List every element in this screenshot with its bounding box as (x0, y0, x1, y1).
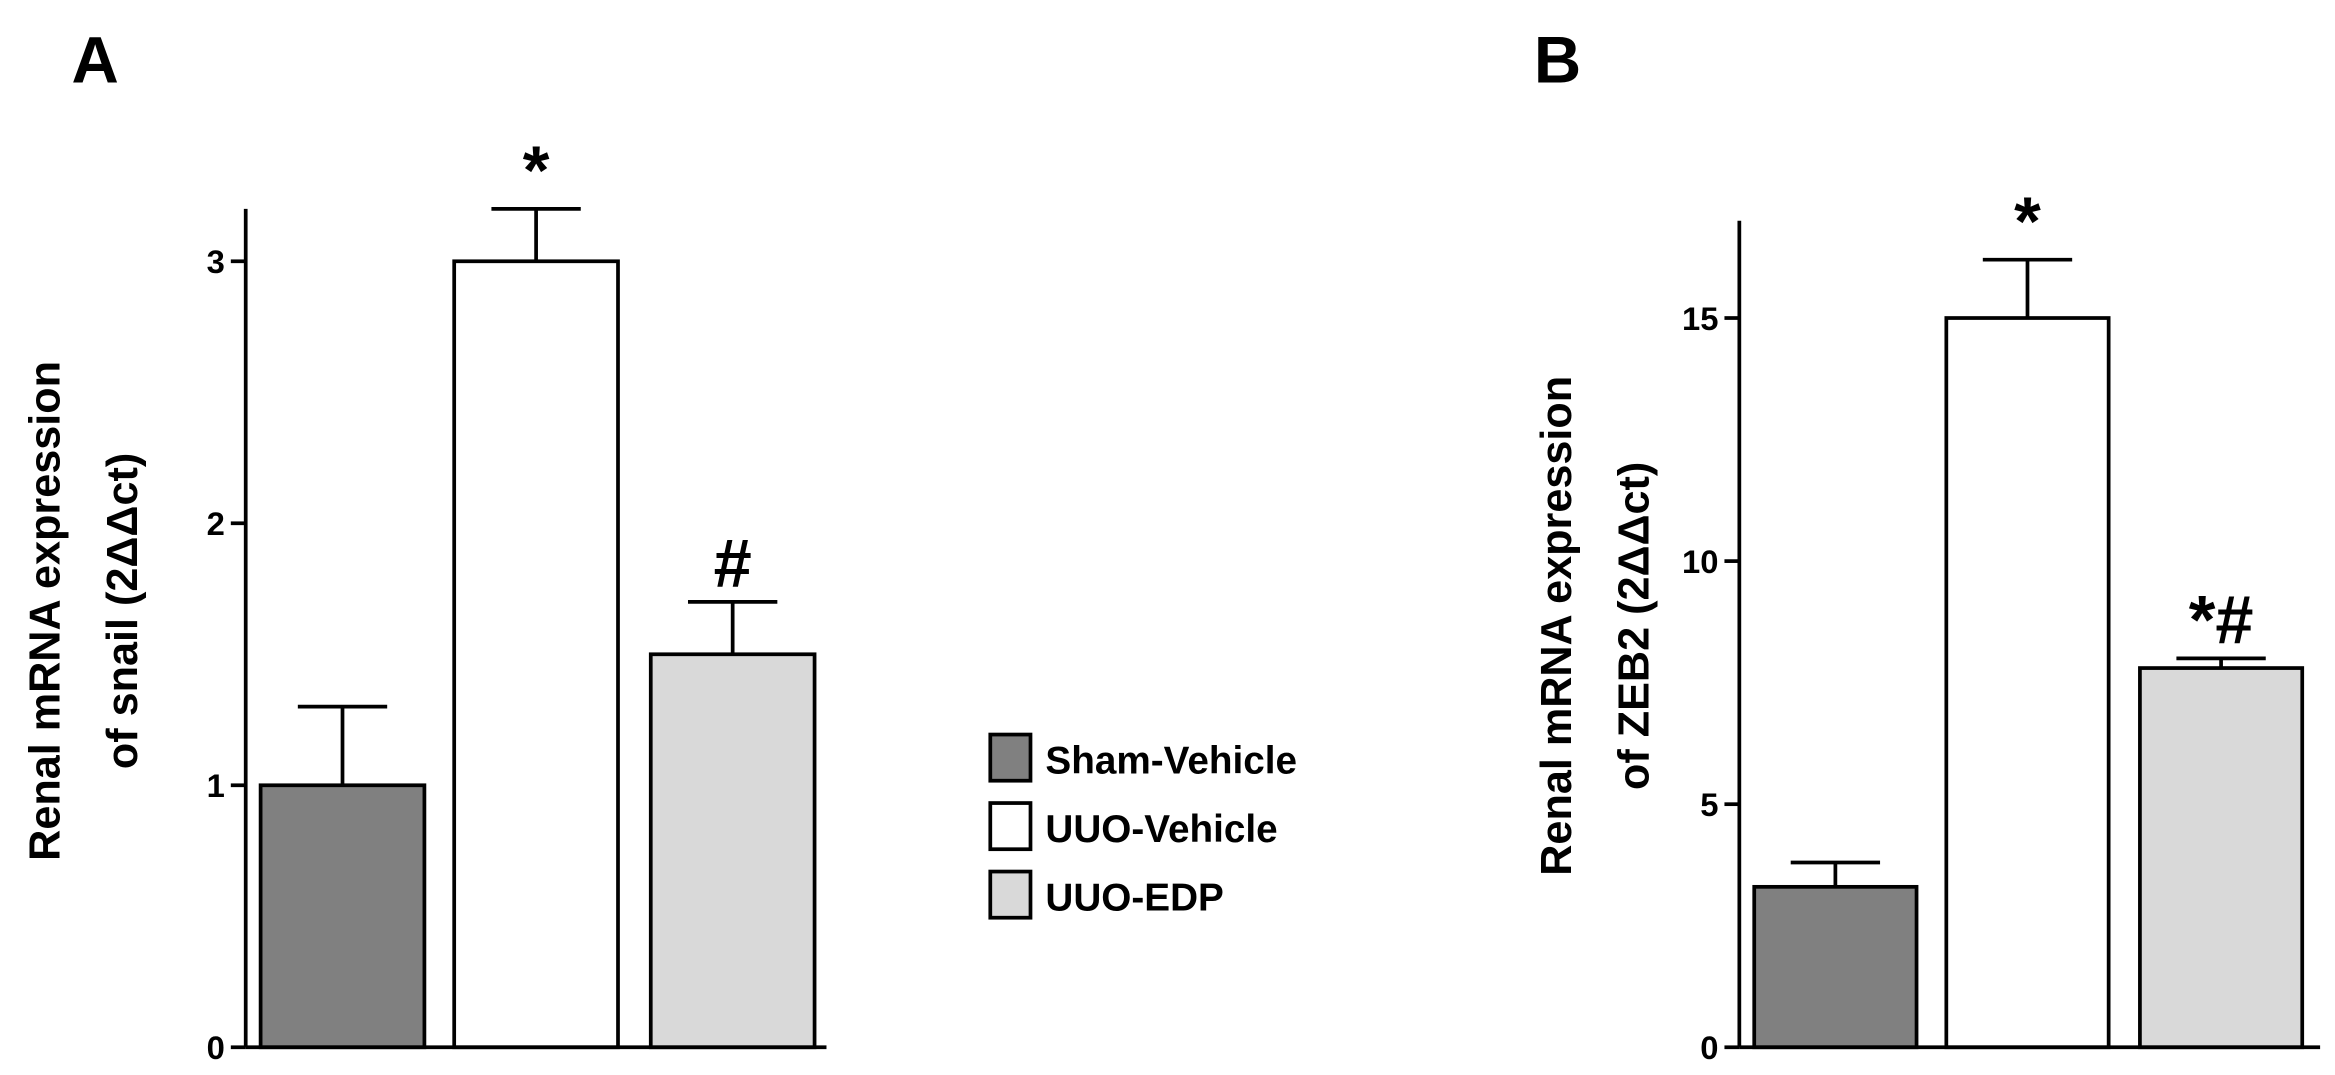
y-axis-label: Renal mRNA expression (22, 361, 70, 861)
y-axis-label: of ZEB2 (2ΔΔct) (1610, 462, 1658, 790)
significance-mark: # (714, 525, 752, 602)
y-tick-label: 15 (1682, 300, 1718, 337)
y-tick-label: 5 (1700, 786, 1718, 823)
legend-label: UUO-Vehicle (1045, 808, 1277, 851)
panel-label: A (71, 23, 118, 96)
y-axis-label: Renal mRNA expression (1533, 376, 1581, 876)
bar (452, 259, 620, 1050)
legend-swatch (988, 869, 1033, 920)
significance-mark: * (2014, 183, 2041, 260)
legend-swatch (988, 732, 1033, 783)
panel-label: B (1534, 23, 1581, 96)
y-tick-label: 3 (207, 243, 225, 280)
bar (648, 652, 817, 1050)
significance-mark: * (523, 132, 550, 209)
y-tick-label: 10 (1682, 543, 1718, 580)
legend-swatch (988, 801, 1033, 852)
y-axis-label: of snail (2ΔΔct) (99, 453, 147, 769)
bar (1944, 316, 2111, 1050)
y-tick-label: 0 (1700, 1029, 1718, 1066)
bar (2138, 666, 2305, 1050)
legend-label: UUO-EDP (1045, 876, 1223, 919)
y-tick-label: 1 (207, 767, 225, 804)
bar (258, 783, 427, 1050)
bar (1752, 884, 1919, 1050)
legend-label: Sham-Vehicle (1045, 739, 1297, 782)
y-tick-label: 2 (207, 505, 225, 542)
y-tick-label: 0 (207, 1029, 225, 1066)
significance-mark: *# (2189, 581, 2254, 658)
